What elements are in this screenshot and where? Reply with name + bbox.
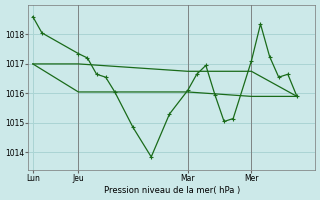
X-axis label: Pression niveau de la mer( hPa ): Pression niveau de la mer( hPa ): [104, 186, 240, 195]
